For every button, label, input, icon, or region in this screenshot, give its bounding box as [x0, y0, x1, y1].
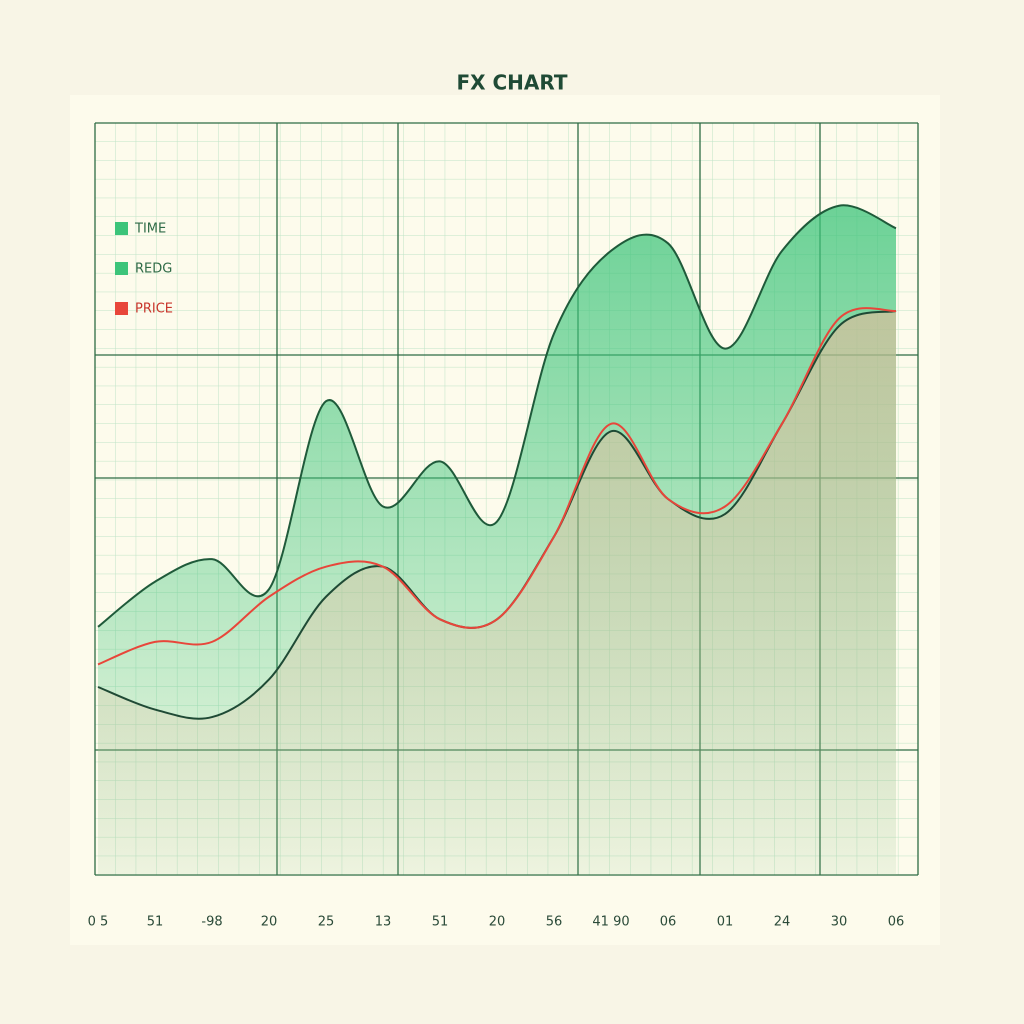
- plot: 0 5 51 -98 20 25 13 51 20 56 41 90 06 01 24 30 06 TIME R…: [88, 204, 905, 930]
- x-tick-label: -98: [201, 915, 222, 930]
- x-tick-label: 01: [717, 915, 734, 930]
- x-tick-label: 30: [831, 915, 848, 930]
- line: [97, 307, 897, 666]
- x-tick-label: 20: [489, 915, 506, 930]
- x-tick-label: 41 90: [592, 915, 629, 930]
- x-tick-label: 51: [432, 915, 449, 930]
- x-tick-label: 56: [546, 915, 563, 930]
- line: [97, 204, 897, 628]
- legend-label: REDG: [135, 262, 172, 277]
- x-tick-label: 0 5: [88, 915, 109, 930]
- x-tick-label: 06: [660, 915, 677, 930]
- x-tick-label: 13: [375, 915, 392, 930]
- x-tick-label: 24: [774, 915, 791, 930]
- legend-label: TIME: [134, 222, 166, 237]
- chart-title: FX CHART: [456, 71, 567, 95]
- legend-swatch: [115, 262, 128, 275]
- legend-label: PRICE: [135, 302, 173, 317]
- x-tick-label: 25: [318, 915, 335, 930]
- legend-swatch: [115, 302, 128, 315]
- legend-swatch: [115, 222, 128, 235]
- x-tick-label: 51: [147, 915, 164, 930]
- x-tick-label: 20: [261, 915, 278, 930]
- x-tick-label: 06: [888, 915, 905, 930]
- area-fill: [98, 311, 896, 875]
